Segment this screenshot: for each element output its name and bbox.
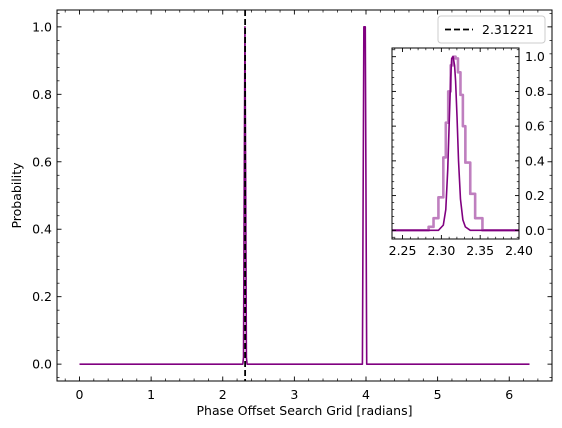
x-tick-label: 3	[290, 387, 298, 402]
inset-y-tick-label: 0.6	[525, 119, 545, 134]
inset-axes-frame	[391, 47, 520, 240]
x-tick-label: 6	[505, 387, 513, 402]
y-tick-label: 0.2	[32, 289, 52, 304]
y-axis-label: Probability	[9, 162, 24, 229]
inset-x-tick-label: 2.30	[427, 243, 455, 258]
legend-entry-label: 2.31221	[482, 22, 534, 37]
inset-plot-content	[392, 55, 519, 232]
inset-y-tick-label: 0.8	[525, 84, 545, 99]
y-tick-label: 0.6	[32, 154, 52, 169]
x-tick-label: 2	[219, 387, 227, 402]
inset-ticks: 2.25 2.30 2.35 2.40 0.0 0.2 0.4 0.6 0.8 1.0	[389, 48, 545, 258]
series-line-0	[79, 26, 530, 365]
y-tick-label: 0.0	[32, 357, 52, 372]
legend-box	[437, 15, 546, 44]
y-tick-label: 0.4	[32, 222, 52, 237]
main-plot-content	[79, 10, 530, 381]
inset-series-line-0	[392, 55, 519, 232]
inset-x-tick-label: 2.40	[505, 243, 533, 258]
inset-y-tick-label: 0.2	[525, 188, 545, 203]
x-tick-label: 0	[76, 387, 84, 402]
inset-y-tick-label: 1.0	[525, 49, 545, 64]
x-axis-label: Phase Offset Search Grid [radians]	[196, 403, 412, 418]
main-ticks: 0 1 2 3 4 5 6 0.0 0.2 0.4 0.6 0.8 1.0	[32, 10, 552, 402]
y-tick-label: 0.8	[32, 87, 52, 102]
x-tick-label: 1	[147, 387, 155, 402]
inset-x-tick-label: 2.35	[466, 243, 494, 258]
inset-y-tick-label: 0.0	[525, 223, 545, 238]
x-tick-label: 4	[362, 387, 370, 402]
inset-y-tick-label: 0.4	[525, 153, 545, 168]
legend: 2.31221	[437, 15, 546, 44]
y-tick-label: 1.0	[32, 19, 52, 34]
inset-x-tick-label: 2.25	[389, 243, 417, 258]
x-tick-label: 5	[434, 387, 442, 402]
main-axes-frame	[56, 9, 553, 382]
inset-series-line-1	[392, 55, 519, 232]
